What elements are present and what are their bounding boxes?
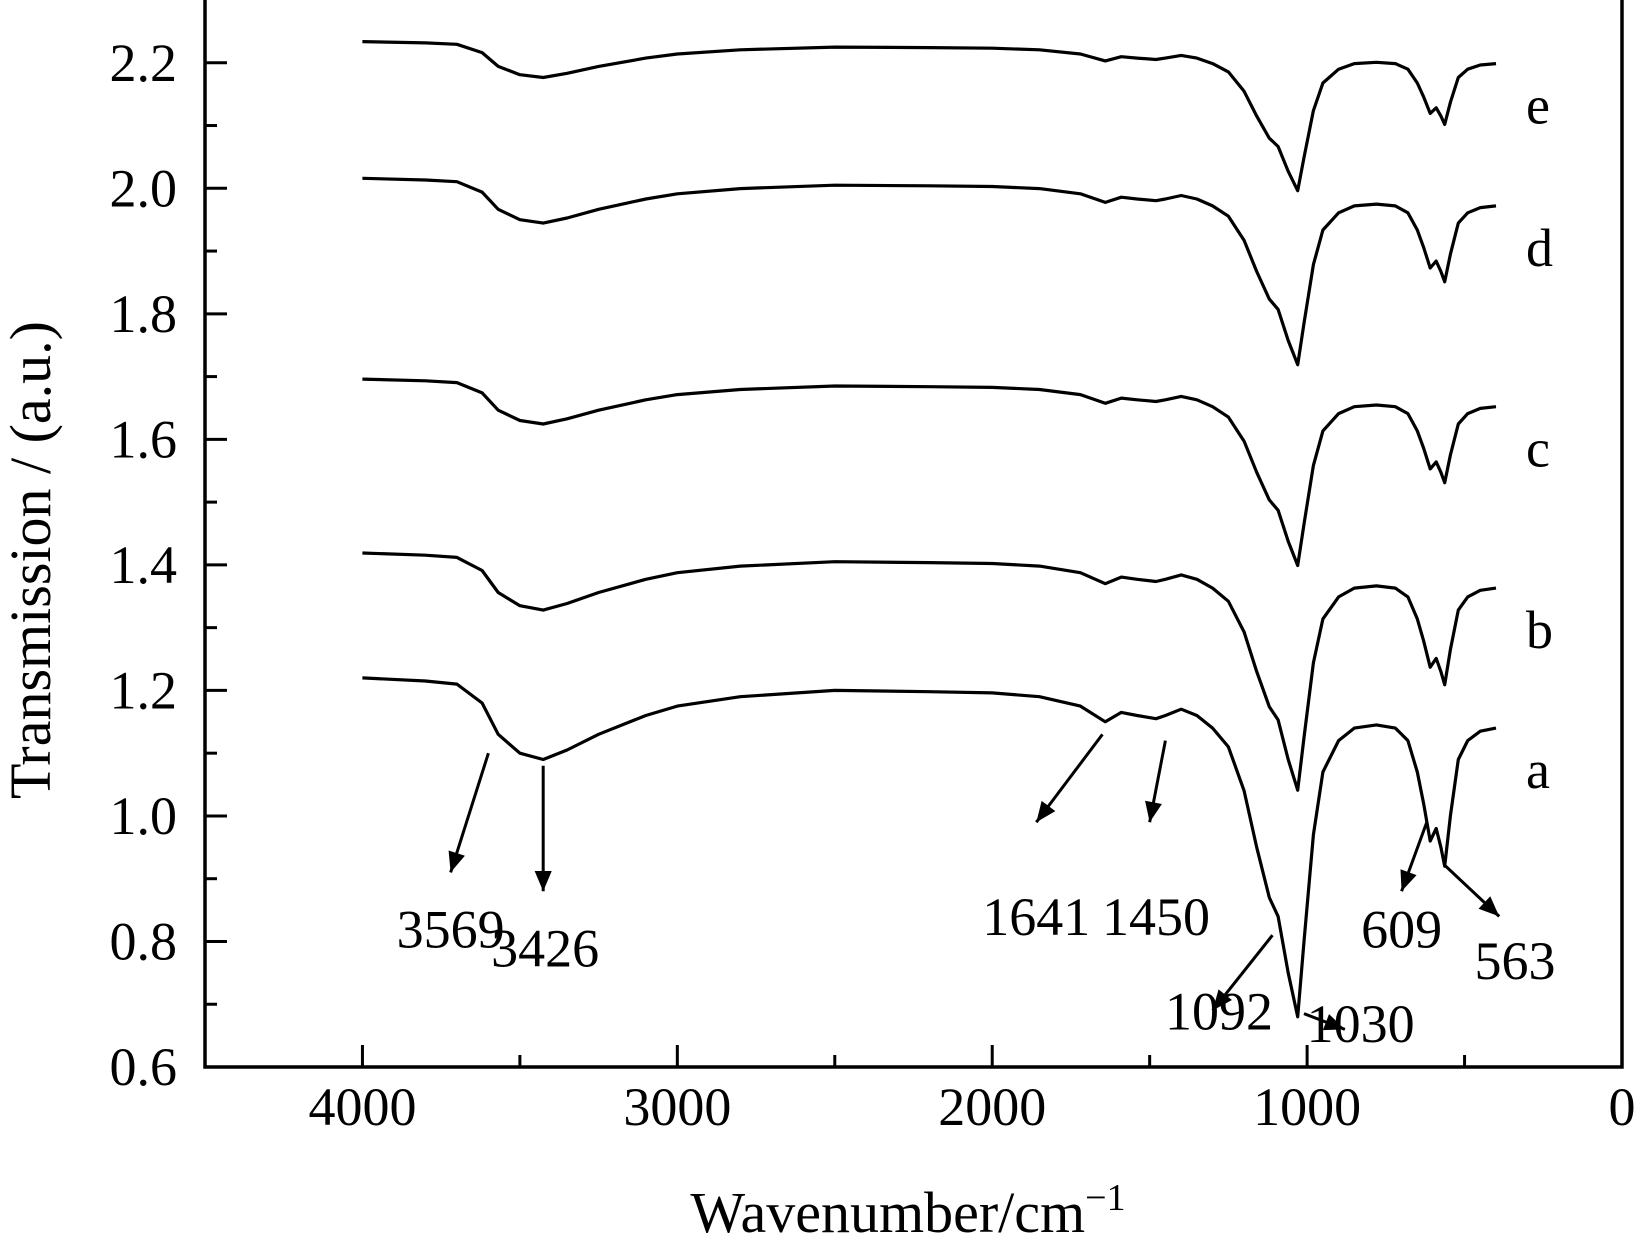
- x-tick-label: 3000: [623, 1077, 731, 1137]
- x-tick-label: 1000: [1253, 1077, 1361, 1137]
- annotation-arrowhead-1641: [1036, 800, 1056, 823]
- annotation-label-1450: 1450: [1102, 887, 1210, 947]
- annotation-arrowhead-3426: [534, 870, 552, 892]
- axes-frame: [203, 0, 1624, 1069]
- y-tick-label: 1.8: [110, 284, 178, 344]
- y-tick-label: 0.6: [110, 1037, 178, 1097]
- spectrum-series-e: [362, 40, 1497, 193]
- y-axis-title: Transmission / (a.u.): [0, 321, 63, 799]
- annotation-label-1092: 1092: [1165, 981, 1273, 1041]
- x-tick-label: 0: [1609, 1077, 1636, 1137]
- y-tick-label: 1.6: [110, 409, 178, 469]
- curve-label-e: e: [1526, 76, 1550, 136]
- annotation-label-3426: 3426: [491, 919, 599, 979]
- annotation-arrowhead-1092: [1212, 989, 1232, 1011]
- spectrum-series-b: [362, 551, 1497, 792]
- y-tick-label: 2.2: [110, 33, 178, 93]
- y-axis: 0.6 0.8 1.0 1.2 1.4 1.6 1.8 2.0 2.2: [110, 33, 227, 1097]
- annotation-arrowhead-1030: [1322, 1014, 1345, 1031]
- annotation-label-3569: 3569: [397, 900, 505, 960]
- curve-label-b: b: [1526, 600, 1553, 660]
- plot-frame: [203, 0, 1624, 1069]
- x-axis-title-sup: −1: [1085, 1177, 1125, 1219]
- annotation-arrowhead-563: [1478, 896, 1500, 917]
- y-tick-label: 1.2: [110, 660, 178, 720]
- annotation-arrow-3569: [449, 752, 490, 873]
- annotation-label-1030: 1030: [1307, 994, 1415, 1054]
- x-axis-title: Wavenumber/cm−1: [690, 1177, 1125, 1235]
- x-tick-label: 2000: [938, 1077, 1046, 1137]
- annotation-arrowhead-609: [1400, 869, 1417, 892]
- y-tick-label: 1.4: [110, 535, 178, 595]
- y-tick-label: 1.0: [110, 786, 178, 846]
- spectrum-series-a: [362, 676, 1497, 1019]
- curve-labels: a b c d e: [1526, 76, 1553, 800]
- x-tick-label: 4000: [308, 1077, 416, 1137]
- annotation-label-1641: 1641: [982, 887, 1090, 947]
- annotation-label-563: 563: [1474, 931, 1555, 991]
- y-tick-label: 0.8: [110, 911, 178, 971]
- x-axis: 4000 3000 2000 1000 0: [203, 1045, 1636, 1137]
- annotation-label-609: 609: [1361, 900, 1442, 960]
- curve-label-a: a: [1526, 740, 1550, 800]
- curve-label-d: d: [1526, 218, 1553, 278]
- curve-label-c: c: [1526, 419, 1550, 479]
- y-tick-label: 2.0: [110, 158, 178, 218]
- spectrum-curves: [362, 40, 1497, 1019]
- x-axis-title-main: Wavenumber/cm: [690, 1180, 1085, 1235]
- spectrum-series-d: [362, 176, 1497, 367]
- annotation-arrowhead-3569: [448, 850, 465, 873]
- annotation-arrowhead-1450: [1145, 800, 1162, 823]
- spectrum-series-c: [362, 377, 1497, 568]
